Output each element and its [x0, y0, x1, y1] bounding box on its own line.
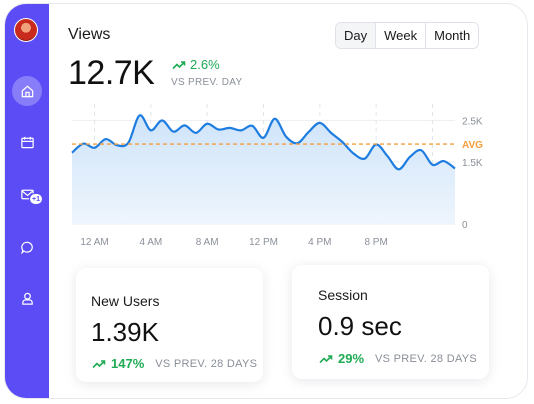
user-icon	[21, 292, 33, 305]
range-toggle: Day Week Month	[335, 22, 480, 49]
sidebar: +1	[5, 4, 49, 398]
new-users-change-label: VS PREV. 28 DAYS	[155, 357, 258, 370]
avatar[interactable]	[14, 18, 38, 42]
new-users-value: 1.39K	[91, 317, 159, 347]
session-change-value: 29%	[338, 351, 365, 366]
views-change: 2.6%	[172, 57, 220, 72]
views-title: Views	[68, 26, 111, 43]
new-users-title: New Users	[91, 293, 160, 309]
mail-badge: +1	[29, 193, 43, 205]
sidebar-item-home[interactable]	[12, 76, 42, 106]
session-change-label: VS PREV. 28 DAYS	[375, 352, 478, 365]
trend-up-icon	[92, 359, 106, 368]
views-change-label: VS PREV. DAY	[171, 77, 243, 88]
home-icon	[21, 85, 33, 97]
chat-icon	[20, 241, 33, 254]
trend-up-icon	[319, 354, 333, 363]
sidebar-item-messages[interactable]	[12, 232, 42, 262]
session-card: Session 0.9 sec 29% VS PREV. 28 DAYS	[292, 265, 489, 379]
new-users-card: New Users 1.39K 147% VS PREV. 28 DAYS	[76, 268, 263, 382]
views-change-value: 2.6%	[190, 57, 220, 72]
new-users-change: 147% VS PREV. 28 DAYS	[92, 356, 257, 371]
session-change: 29% VS PREV. 28 DAYS	[319, 351, 477, 366]
trend-up-icon	[172, 60, 186, 69]
sidebar-item-mail[interactable]: +1	[12, 179, 43, 209]
calendar-icon	[20, 136, 34, 148]
session-title: Session	[318, 287, 368, 303]
session-value: 0.9 sec	[318, 311, 402, 341]
sidebar-item-calendar[interactable]	[12, 127, 42, 157]
range-day-button[interactable]: Day	[336, 23, 376, 48]
sidebar-item-profile[interactable]	[12, 283, 42, 313]
new-users-change-value: 147%	[111, 356, 145, 371]
range-month-button[interactable]: Month	[425, 23, 479, 48]
views-value: 12.7K	[68, 54, 155, 92]
range-week-button[interactable]: Week	[375, 23, 426, 48]
